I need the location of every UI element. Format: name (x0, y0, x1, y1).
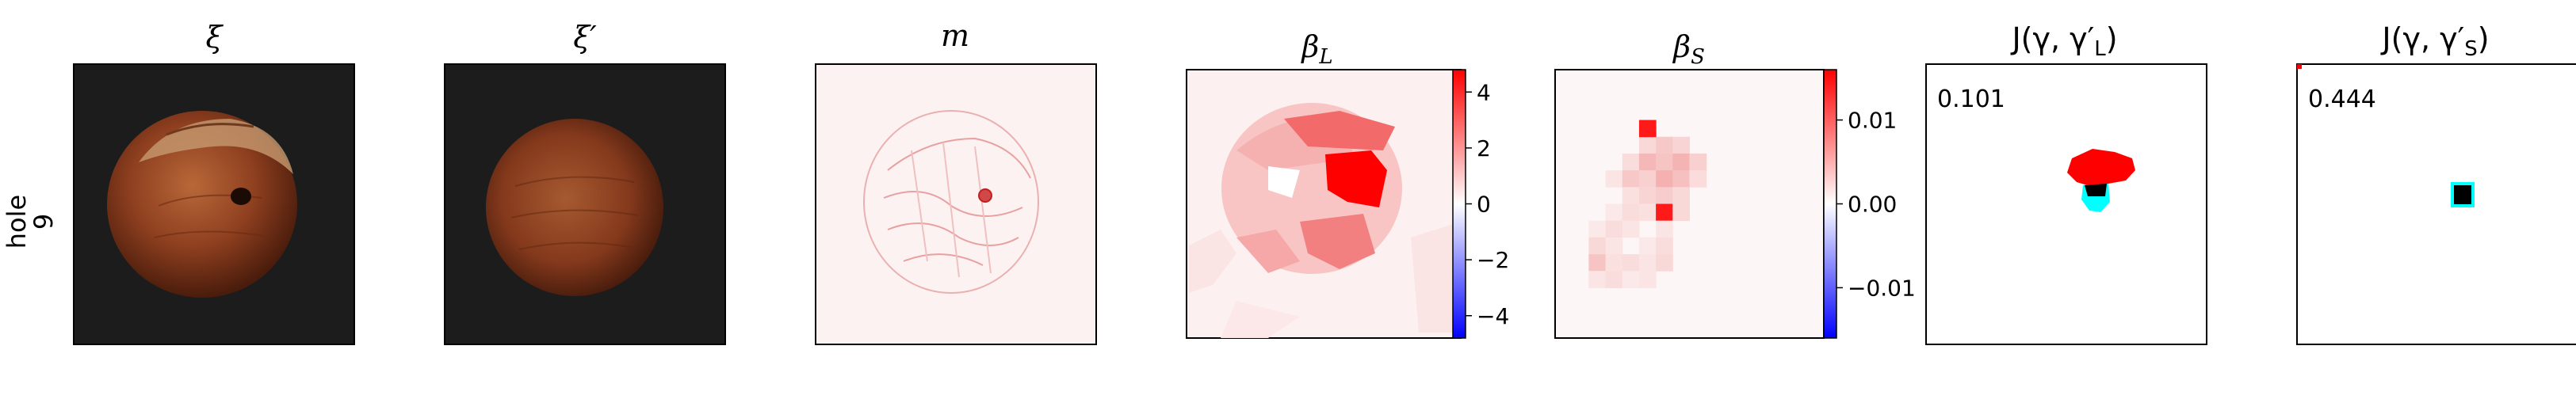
beta-s-cell (1605, 271, 1623, 288)
beta-s-cell (1622, 254, 1640, 272)
beta-l-colorbar (1452, 69, 1466, 339)
beta-s-cell (1656, 170, 1673, 188)
beta-s-cell (1605, 203, 1623, 222)
panel-beta-s-title: βS (1672, 29, 1705, 69)
beta-s-cell (1656, 153, 1673, 171)
panel-m-frame (815, 63, 1097, 345)
beta-l-colorbar-tick-label: 4 (1477, 79, 1491, 105)
j-l-prediction (2067, 149, 2135, 187)
beta-s-cell (1638, 254, 1657, 272)
beta-s-cell (1605, 220, 1623, 238)
beta-s-cell (1638, 187, 1657, 204)
beta-s-cell (1622, 170, 1640, 188)
row-label-line1: hole (2, 195, 32, 249)
j-l-overlap (2085, 184, 2107, 196)
beta-s-cell (1605, 237, 1623, 255)
panel-j-s: J(γ, γ′S) 0.444 (2296, 21, 2576, 345)
panel-beta-l: βL 4 2 0 −2 −4 (1186, 29, 1509, 339)
beta-s-cell (1605, 254, 1623, 272)
beta-l-colorbar-ticks: 4 2 0 −2 −4 (1466, 79, 1509, 329)
panel-j-l-score: 0.101 (1937, 86, 2005, 113)
j-s-overlap (2454, 185, 2471, 204)
beta-s-colorbar (1823, 69, 1837, 339)
beta-s-cell (1622, 153, 1640, 171)
panel-j-l-title: J(γ, γ′L) (2010, 21, 2117, 61)
panel-beta-l-title: βL (1300, 29, 1332, 69)
panel-m-title: m (941, 18, 969, 53)
beta-s-cell (1588, 220, 1607, 238)
beta-s-cell (1622, 220, 1640, 238)
panel-j-s-title: J(γ, γ′S) (2380, 21, 2489, 61)
beta-s-colorbar-tick-label: 0.00 (1848, 192, 1897, 218)
beta-s-cell (1638, 120, 1657, 138)
panel-xi-prime: ξ′ (444, 20, 726, 345)
beta-s-cell (1622, 187, 1640, 204)
beta-s-cell (1622, 271, 1640, 288)
panel-beta-s: βS 0.01 0.00 −0.01 (1554, 29, 1916, 339)
panel-xi: ξ (73, 20, 355, 345)
hazelnut-image (107, 111, 297, 298)
difference-map (863, 110, 1039, 294)
panel-j-l: J(γ, γ′L) 0.101 (1925, 21, 2207, 345)
beta-s-cell (1689, 153, 1707, 171)
beta-s-cell (1588, 254, 1607, 272)
beta-s-cell (1656, 187, 1673, 204)
panel-m: m (815, 18, 1097, 345)
panel-j-s-frame (2296, 63, 2576, 345)
beta-s-cell (1588, 237, 1607, 255)
beta-s-cell (1689, 170, 1707, 188)
panel-j-l-frame (1925, 63, 2207, 345)
beta-l-colorbar-tick-label: 0 (1477, 192, 1491, 218)
j-l-segmentation (2067, 149, 2135, 212)
beta-s-cell (1638, 153, 1657, 171)
beta-s-colorbar-ticks: 0.01 0.00 −0.01 (1836, 108, 1916, 301)
beta-l-colorbar-tick-label: −4 (1477, 303, 1509, 329)
beta-l-colorbar-tick-label: 2 (1477, 135, 1491, 162)
beta-s-cell (1656, 237, 1673, 255)
panel-xi-title: ξ (206, 20, 224, 55)
hole-defect (231, 188, 251, 205)
beta-s-cell (1638, 203, 1657, 222)
beta-s-colorbar-tick-label: −0.01 (1848, 275, 1916, 301)
hazelnut-reconstruction (486, 119, 663, 296)
beta-s-cell (1672, 170, 1690, 188)
panel-xi-prime-title: ξ′ (573, 20, 597, 55)
beta-s-cell (1638, 136, 1657, 154)
beta-s-colorbar-tick-label: 0.01 (1848, 108, 1897, 134)
beta-s-cell (1622, 203, 1640, 222)
beta-s-cell (1638, 237, 1657, 255)
j-s-segmentation (2451, 182, 2475, 207)
beta-s-cell (1605, 170, 1623, 188)
beta-s-cell (1672, 187, 1690, 204)
beta-s-heatmap (1588, 120, 1707, 288)
beta-s-cell (1656, 136, 1673, 154)
beta-s-cell (1588, 271, 1607, 288)
panel-j-s-score: 0.444 (2308, 86, 2376, 113)
beta-l-heatmap (1189, 103, 1461, 338)
beta-s-cell (1638, 271, 1657, 288)
beta-s-cell (1656, 203, 1673, 222)
beta-s-cell (1638, 170, 1657, 188)
row-label: hole 9 (2, 195, 59, 249)
beta-s-cell (1672, 203, 1690, 222)
beta-s-cell (1656, 254, 1673, 272)
beta-s-cell (1656, 220, 1673, 238)
j-s-corner-mark (2297, 64, 2302, 69)
row-label-line2: 9 (29, 214, 59, 230)
beta-s-cell (1672, 153, 1690, 171)
beta-l-colorbar-tick-label: −2 (1477, 247, 1509, 273)
beta-s-cell (1672, 136, 1690, 154)
